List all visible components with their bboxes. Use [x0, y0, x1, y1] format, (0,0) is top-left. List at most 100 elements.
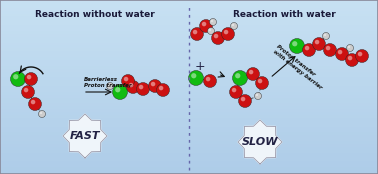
Circle shape	[136, 82, 150, 96]
Bar	[0, 70, 378, 73]
Bar	[0, 44, 378, 46]
Bar	[0, 142, 378, 145]
Circle shape	[191, 27, 203, 41]
Circle shape	[336, 48, 349, 61]
Bar	[0, 12, 378, 14]
Bar	[0, 93, 378, 96]
Bar	[0, 119, 378, 122]
Bar	[0, 99, 378, 101]
Circle shape	[256, 94, 258, 96]
Bar	[0, 9, 378, 12]
Circle shape	[214, 34, 218, 38]
Circle shape	[222, 27, 234, 41]
Bar	[0, 3, 378, 6]
Circle shape	[11, 72, 25, 86]
Bar	[0, 6, 378, 9]
Circle shape	[347, 45, 353, 52]
Circle shape	[129, 83, 133, 87]
Bar	[0, 160, 378, 162]
Bar	[0, 26, 378, 29]
Circle shape	[313, 38, 325, 50]
Polygon shape	[238, 120, 282, 164]
Circle shape	[31, 100, 35, 104]
Circle shape	[235, 73, 240, 78]
Circle shape	[254, 93, 262, 100]
Circle shape	[209, 29, 211, 31]
Bar	[0, 90, 378, 93]
Circle shape	[24, 88, 28, 92]
Bar	[0, 110, 378, 113]
Bar	[0, 122, 378, 125]
Bar	[0, 29, 378, 32]
Circle shape	[305, 46, 309, 50]
Circle shape	[224, 30, 228, 34]
Bar	[0, 0, 378, 3]
Bar	[0, 49, 378, 52]
Circle shape	[39, 110, 45, 117]
Circle shape	[156, 84, 169, 97]
Circle shape	[232, 88, 236, 92]
Bar	[0, 78, 378, 81]
Circle shape	[290, 38, 305, 53]
Circle shape	[202, 22, 206, 26]
Bar	[0, 35, 378, 38]
Bar	[0, 61, 378, 64]
Circle shape	[258, 79, 262, 83]
Circle shape	[322, 33, 330, 39]
Bar	[0, 20, 378, 23]
Circle shape	[209, 18, 217, 26]
Bar	[0, 171, 378, 174]
Circle shape	[189, 70, 203, 85]
Bar	[0, 38, 378, 41]
Bar	[0, 151, 378, 154]
Bar	[0, 87, 378, 90]
Bar	[0, 23, 378, 26]
Bar	[0, 168, 378, 171]
Circle shape	[348, 56, 352, 60]
Circle shape	[231, 22, 237, 30]
Bar	[0, 73, 378, 75]
Bar	[0, 84, 378, 87]
Text: Barrierless
Proton transfer: Barrierless Proton transfer	[84, 77, 132, 88]
Text: Reaction with water: Reaction with water	[232, 10, 335, 19]
Circle shape	[232, 70, 248, 85]
Circle shape	[246, 68, 260, 81]
Bar	[0, 133, 378, 136]
Circle shape	[121, 74, 135, 88]
Circle shape	[107, 82, 113, 89]
Circle shape	[338, 50, 342, 54]
Circle shape	[211, 20, 213, 22]
Circle shape	[124, 77, 128, 81]
Circle shape	[358, 52, 363, 56]
Circle shape	[345, 53, 358, 66]
Circle shape	[13, 74, 19, 79]
Circle shape	[302, 44, 316, 57]
Bar	[0, 52, 378, 55]
Bar	[0, 64, 378, 67]
Circle shape	[200, 19, 212, 33]
Circle shape	[355, 49, 369, 62]
Bar	[0, 125, 378, 128]
Circle shape	[212, 31, 225, 45]
Bar	[0, 148, 378, 151]
Bar	[0, 154, 378, 157]
Circle shape	[159, 86, 163, 90]
Bar	[0, 113, 378, 116]
Circle shape	[115, 87, 120, 92]
Text: SLOW: SLOW	[242, 137, 278, 147]
Circle shape	[208, 27, 214, 34]
Bar	[0, 96, 378, 99]
Circle shape	[139, 85, 143, 89]
Circle shape	[40, 112, 42, 114]
Bar	[0, 58, 378, 61]
Circle shape	[113, 85, 127, 100]
Polygon shape	[63, 114, 107, 158]
Circle shape	[22, 85, 34, 98]
Circle shape	[232, 24, 234, 26]
Bar	[0, 32, 378, 35]
Circle shape	[256, 77, 268, 89]
Circle shape	[324, 44, 336, 57]
Circle shape	[229, 85, 243, 98]
Circle shape	[206, 77, 210, 81]
Bar	[0, 101, 378, 104]
